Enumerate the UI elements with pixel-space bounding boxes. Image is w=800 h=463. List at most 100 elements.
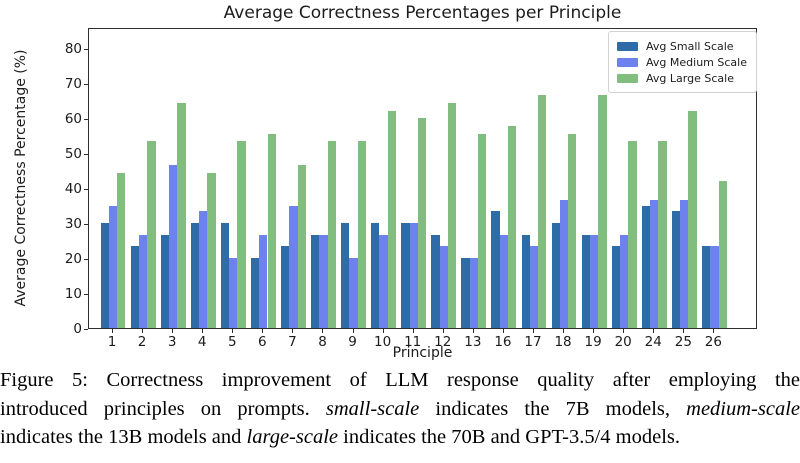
y-tick-mark: [84, 48, 88, 50]
bar-large-p6: [267, 134, 276, 328]
bar-medium-p18: [559, 199, 569, 328]
bar-small-p3: [160, 234, 169, 328]
bar-large-p24: [658, 141, 667, 328]
legend-swatch-medium: [617, 57, 639, 67]
x-tick-label: 1: [107, 334, 117, 350]
x-tick-label: 5: [227, 334, 237, 350]
legend-label: Avg Small Scale: [646, 39, 734, 53]
bar-medium-p1: [108, 205, 118, 328]
bar-small-p2: [130, 246, 139, 328]
x-tick-label: 12: [434, 334, 452, 350]
bar-small-p20: [611, 246, 621, 328]
bar-large-p11: [417, 118, 427, 328]
x-tick-mark: [292, 329, 294, 333]
bar-large-p4: [207, 172, 216, 328]
bar-large-p16: [508, 126, 517, 328]
bar-small-p18: [551, 223, 560, 328]
x-tick-mark: [202, 329, 204, 333]
x-tick-label: 3: [167, 334, 177, 350]
y-tick-mark: [84, 153, 88, 155]
x-tick-label: 2: [137, 334, 147, 350]
y-axis-label: Average Correctness Percentage (%): [13, 49, 29, 307]
y-tick-mark: [84, 83, 88, 85]
bar-large-p2: [147, 141, 156, 328]
figure-caption: Figure 5: Correctness improvement of LLM…: [0, 366, 800, 452]
y-tick-label: 80: [64, 41, 82, 57]
bar-small-p19: [581, 234, 590, 328]
y-tick-label: 70: [64, 76, 82, 92]
caption-line: introduced principles on prompts. small-…: [0, 395, 800, 424]
x-tick-mark: [262, 329, 264, 333]
y-tick-label: 10: [64, 286, 82, 302]
y-tick-label: 30: [64, 216, 82, 232]
caption-text: indicates the 13B models and: [0, 426, 247, 448]
bar-large-p19: [598, 94, 607, 328]
bar-small-p7: [280, 246, 290, 328]
x-tick-label: 9: [348, 334, 357, 350]
bar-large-p26: [718, 181, 727, 328]
bar-small-p1: [100, 223, 109, 328]
x-tick-mark: [683, 329, 685, 333]
bar-small-p26: [701, 246, 711, 328]
x-tick-mark: [382, 329, 384, 333]
bar-medium-p24: [650, 199, 659, 328]
bar-large-p12: [447, 102, 457, 328]
bar-medium-p20: [620, 234, 629, 328]
bar-large-p8: [327, 141, 336, 328]
x-tick-label: 10: [374, 334, 392, 350]
caption-text: Figure 5: Correctness improvement of LLM…: [0, 369, 800, 391]
bar-small-p6: [250, 258, 260, 328]
caption-italic-term: large-scale: [246, 426, 338, 448]
bar-large-p25: [688, 111, 697, 328]
bar-small-p11: [401, 223, 410, 328]
bar-small-p12: [431, 234, 440, 328]
x-tick-mark: [112, 329, 113, 333]
x-tick-mark: [653, 329, 655, 333]
legend-item: Avg Large Scale: [617, 70, 747, 86]
bar-medium-p7: [289, 205, 298, 328]
x-tick-label: 17: [524, 334, 542, 350]
plot-area: Avg Small Scale Avg Medium Scale Avg Large…: [88, 28, 757, 329]
x-tick-label: 26: [704, 334, 722, 350]
caption-italic-term: medium-scale: [686, 397, 800, 420]
y-tick-mark: [84, 328, 88, 330]
caption-text: indicates the 7B models,: [419, 397, 687, 420]
legend-label: Avg Medium Scale: [646, 55, 747, 69]
bar-large-p17: [538, 94, 547, 328]
bar-medium-p16: [499, 234, 509, 328]
x-tick-label: 20: [614, 334, 632, 350]
y-tick-mark: [84, 118, 88, 120]
x-tick-mark: [172, 329, 174, 333]
bar-medium-p11: [409, 223, 418, 328]
bar-large-p13: [477, 134, 487, 328]
x-tick-label: 25: [674, 334, 692, 350]
bar-small-p10: [371, 223, 380, 328]
y-tick-label: 60: [64, 111, 82, 127]
x-tick-mark: [232, 329, 234, 333]
bar-medium-p17: [529, 246, 539, 328]
bar-medium-p5: [229, 258, 238, 328]
x-tick-label: 6: [258, 334, 267, 350]
bar-small-p5: [220, 223, 230, 328]
x-tick-label: 8: [318, 334, 327, 350]
caption-italic-term: small-scale: [325, 397, 420, 420]
bar-small-p16: [491, 211, 500, 328]
caption-text: indicates the 70B and GPT-3.5/4 models.: [338, 426, 681, 448]
legend-item: Avg Small Scale: [617, 38, 747, 54]
bar-small-p24: [641, 205, 651, 328]
x-tick-mark: [442, 329, 444, 333]
legend: Avg Small Scale Avg Medium Scale Avg Large…: [608, 31, 757, 93]
x-tick-label: 16: [494, 334, 512, 350]
chart-title: Average Correctness Percentages per Prin…: [223, 3, 622, 23]
bar-large-p10: [387, 111, 397, 328]
x-tick-label: 11: [404, 334, 422, 350]
x-tick-mark: [352, 329, 354, 333]
x-tick-label: 19: [584, 334, 602, 350]
x-tick-mark: [713, 329, 715, 333]
x-tick-mark: [412, 329, 414, 333]
bar-large-p20: [628, 141, 637, 328]
bar-large-p3: [177, 102, 186, 328]
legend-swatch-large: [617, 73, 639, 83]
bar-small-p8: [311, 234, 320, 328]
bar-large-p1: [117, 172, 126, 328]
